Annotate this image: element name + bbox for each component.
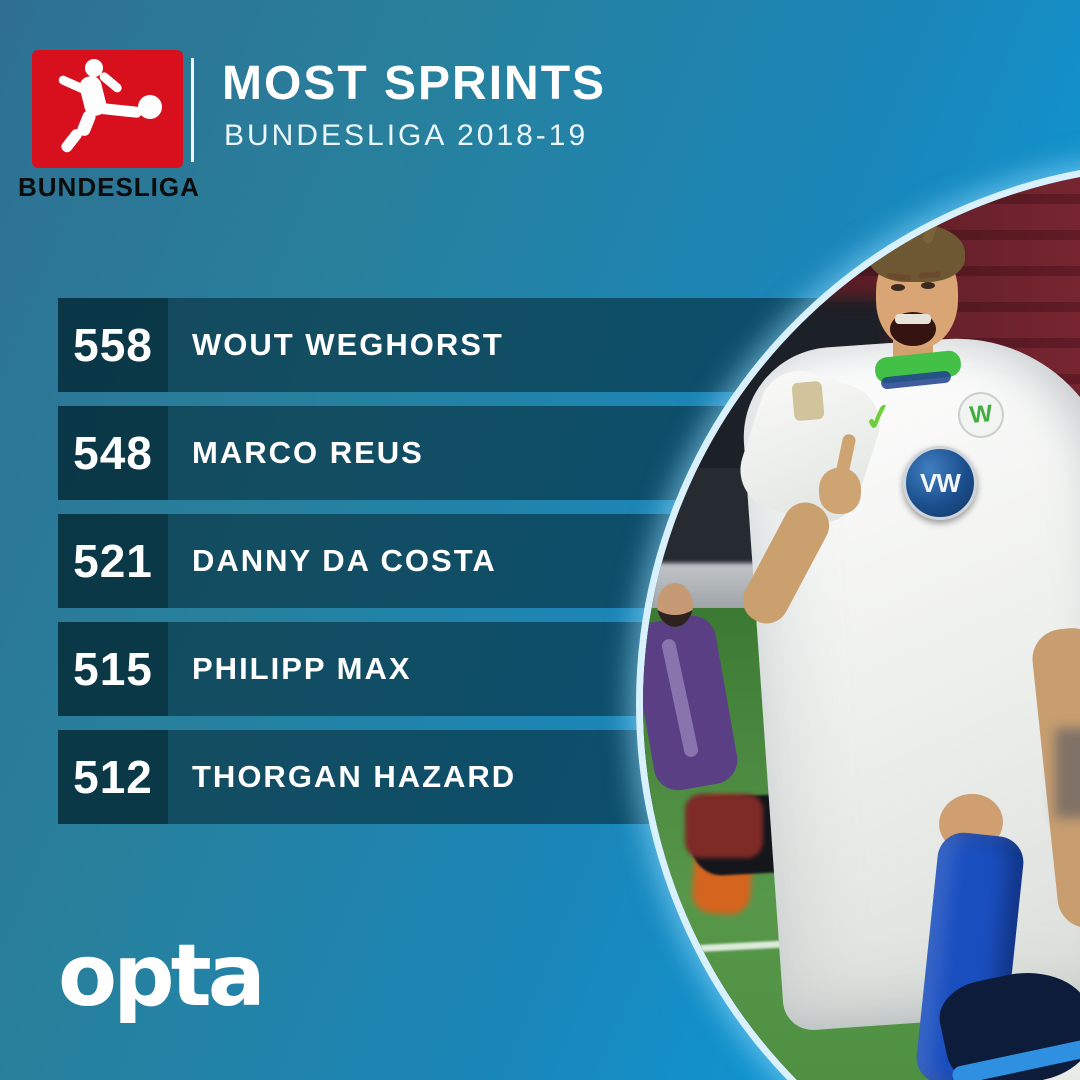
player-photo-circle: ✓ W VW 9 — [636, 161, 1080, 1080]
vw-badge-icon: VW — [903, 446, 977, 520]
row-value: 512 — [58, 730, 168, 824]
page-title: MOST SPRINTS — [222, 57, 607, 110]
goalkeeper-head — [657, 583, 693, 627]
player-teeth — [895, 314, 931, 324]
crowd-patch — [703, 168, 893, 258]
row-value: 515 — [58, 622, 168, 716]
row-value: 558 — [58, 298, 168, 392]
bundesliga-logo — [32, 50, 183, 168]
bundesliga-logo-label: BUNDESLIGA — [18, 172, 200, 202]
bundesliga-kicker-icon — [58, 59, 162, 153]
row-value: 521 — [58, 514, 168, 608]
player-eye — [921, 282, 935, 289]
sleeve-patch — [791, 380, 825, 422]
lying-player-shirt — [685, 794, 763, 858]
player-arm-tattoo — [1055, 728, 1080, 818]
page-subtitle: BUNDESLIGA 2018-19 — [224, 119, 589, 152]
row-value: 548 — [58, 406, 168, 500]
player-hair — [869, 224, 965, 282]
opta-logo: opta — [58, 926, 266, 1026]
player-eye — [891, 284, 905, 291]
header-divider — [191, 58, 194, 162]
